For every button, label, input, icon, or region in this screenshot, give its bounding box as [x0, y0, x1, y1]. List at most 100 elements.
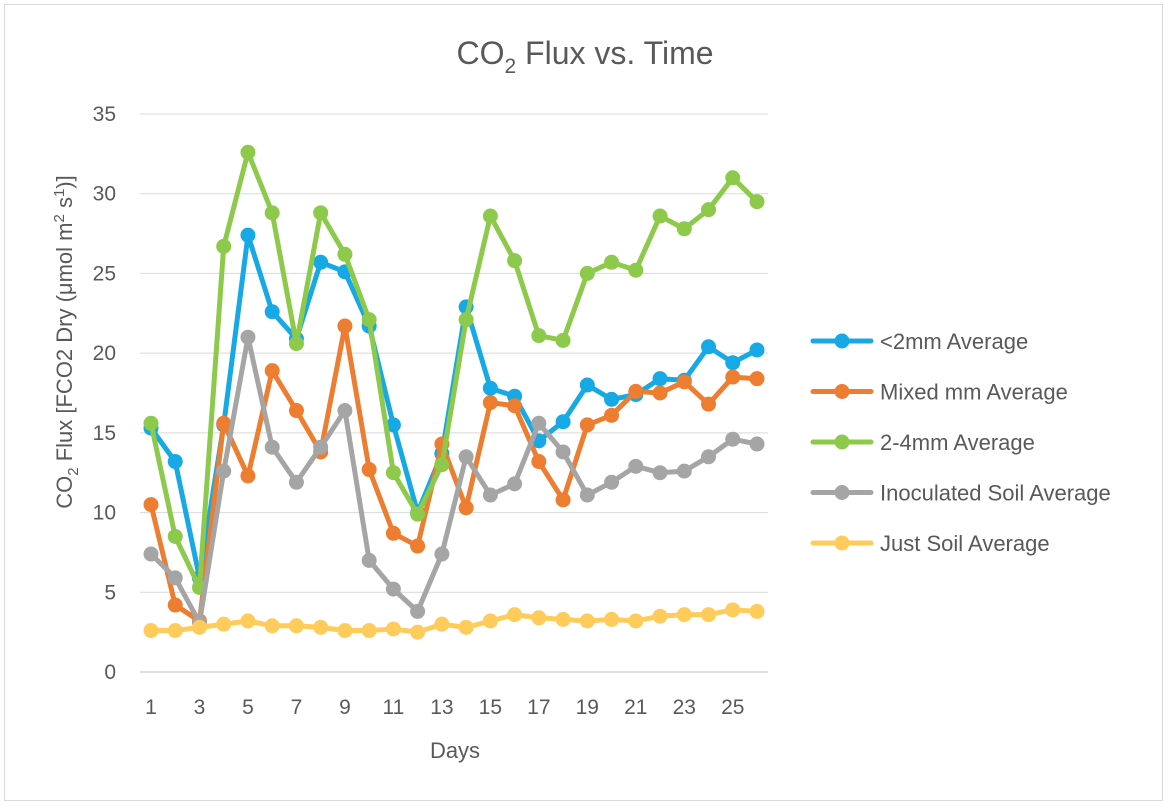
data-point: [458, 500, 474, 516]
data-point: [361, 623, 377, 639]
data-point: [579, 377, 595, 393]
data-point: [385, 465, 401, 481]
y-tick-label: 30: [93, 183, 116, 206]
data-point: [240, 468, 256, 484]
y-axis-title-suffix: )]: [52, 175, 77, 188]
data-point: [240, 613, 256, 629]
data-point: [531, 454, 547, 470]
data-point: [725, 369, 741, 385]
data-point: [676, 374, 692, 390]
data-point: [555, 492, 571, 508]
data-point: [749, 342, 765, 358]
data-point: [531, 328, 547, 344]
data-point: [385, 581, 401, 597]
data-point: [264, 363, 280, 379]
data-point: [555, 611, 571, 627]
data-point: [143, 497, 159, 513]
data-point: [725, 355, 741, 371]
legend-label: Inoculated Soil Average: [880, 481, 1111, 506]
series-line: [148, 149, 760, 590]
y-axis-title-sup1: 2: [51, 214, 68, 222]
x-tick-label: 11: [382, 696, 404, 719]
data-point: [531, 610, 547, 626]
y-tick-label: 25: [93, 262, 116, 285]
legend-marker: [834, 485, 850, 500]
data-point: [604, 611, 620, 627]
data-point: [264, 205, 280, 221]
x-tick-label: 7: [291, 696, 303, 719]
data-point: [458, 449, 474, 465]
y-axis-title-mid: Flux [FCO2 Dry (μmol m: [52, 223, 77, 468]
data-point: [167, 597, 183, 613]
data-point: [604, 391, 620, 407]
data-point: [313, 254, 329, 270]
x-axis-ticks: 1 3 5 7 9 11 13 15 17 19 21 23 25: [145, 696, 744, 719]
data-point: [337, 403, 353, 419]
x-tick-label: 9: [339, 696, 351, 719]
legend-marker: [834, 535, 850, 551]
x-tick-label: 21: [624, 696, 647, 719]
data-point: [604, 254, 620, 270]
data-point: [313, 619, 329, 635]
data-point: [555, 414, 571, 430]
data-point: [288, 618, 304, 634]
data-point: [701, 607, 717, 623]
data-point: [240, 227, 256, 243]
data-point: [240, 144, 256, 160]
data-point: [288, 474, 304, 490]
data-point: [701, 339, 717, 355]
data-point: [579, 487, 595, 503]
chart-title-suffix: Flux vs. Time: [516, 35, 713, 71]
data-point: [337, 246, 353, 262]
y-axis-ticks: 0 5 10 15 20 25 30 35: [93, 103, 116, 684]
data-point: [143, 623, 159, 639]
data-point: [579, 265, 595, 281]
data-point: [701, 449, 717, 465]
data-point: [507, 398, 523, 414]
legend-marker: [834, 384, 850, 399]
x-tick-label: 1: [145, 696, 157, 719]
legend-label: <2mm Average: [880, 329, 1028, 354]
data-point: [361, 552, 377, 568]
data-point: [725, 602, 741, 618]
x-tick-label: 19: [576, 696, 599, 719]
data-point: [410, 603, 426, 619]
data-point: [337, 623, 353, 639]
data-point: [676, 607, 692, 623]
y-tick-label: 0: [104, 661, 116, 684]
data-point: [240, 329, 256, 345]
y-axis-title-prefix: CO: [52, 476, 77, 509]
data-point: [628, 458, 644, 474]
data-point: [676, 463, 692, 479]
chart-title-prefix: CO: [456, 35, 504, 71]
data-point: [482, 380, 498, 396]
data-point: [385, 621, 401, 637]
chart-title: CO2 Flux vs. Time: [456, 35, 713, 78]
data-point: [725, 170, 741, 186]
data-point: [458, 619, 474, 635]
series-5: [143, 602, 765, 640]
data-point: [361, 462, 377, 478]
series-3: [143, 144, 765, 596]
data-point: [288, 336, 304, 352]
series-lines: [143, 144, 765, 640]
y-tick-label: 5: [104, 581, 116, 604]
y-axis-title-sub: 2: [65, 467, 82, 475]
data-point: [652, 465, 668, 481]
x-axis-title: Days: [430, 738, 480, 763]
data-point: [313, 439, 329, 455]
data-point: [507, 253, 523, 269]
data-point: [216, 463, 232, 479]
x-tick-label: 15: [479, 696, 502, 719]
series-4: [143, 329, 765, 631]
data-point: [410, 624, 426, 640]
data-point: [167, 454, 183, 470]
data-point: [652, 208, 668, 224]
data-point: [434, 457, 450, 473]
data-point: [216, 616, 232, 632]
data-point: [579, 613, 595, 629]
chart-frame: [4, 4, 1163, 801]
data-point: [652, 385, 668, 401]
data-point: [749, 603, 765, 619]
